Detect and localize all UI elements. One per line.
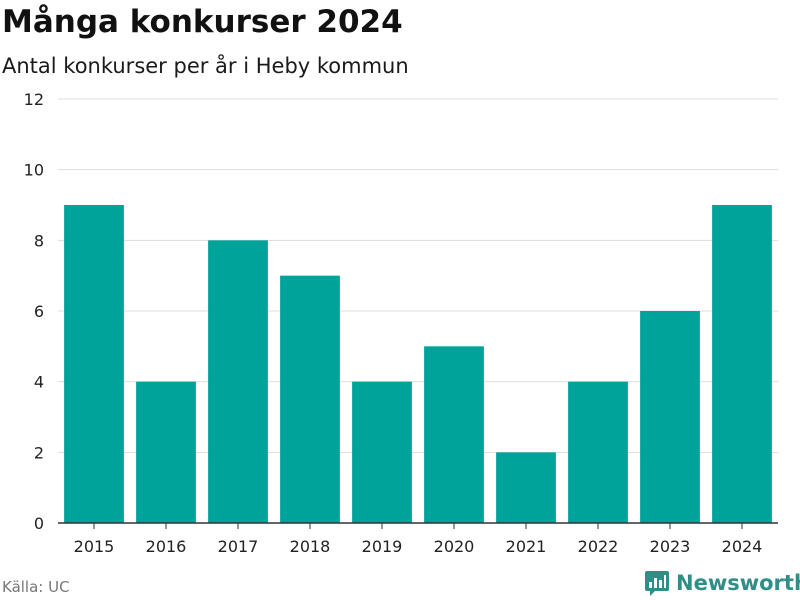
x-tick-label: 2024 (722, 537, 763, 556)
brand-logo: Newsworthy (644, 569, 800, 597)
bar (496, 452, 556, 523)
x-tick-label: 2020 (434, 537, 475, 556)
bar (712, 205, 772, 523)
x-tick-label: 2023 (650, 537, 691, 556)
y-tick-label: 6 (34, 302, 44, 321)
bar (424, 346, 484, 523)
x-tick-label: 2015 (74, 537, 115, 556)
y-tick-label: 8 (34, 231, 44, 250)
source-note: Källa: UC (2, 578, 70, 596)
x-tick-label: 2017 (218, 537, 259, 556)
bar (568, 381, 628, 523)
bar (352, 381, 412, 523)
bar (136, 381, 196, 523)
x-tick-label: 2022 (578, 537, 619, 556)
bar (640, 311, 700, 523)
brand-name: Newsworthy (676, 571, 800, 595)
y-tick-label: 4 (34, 373, 44, 392)
x-tick-label: 2018 (290, 537, 331, 556)
chart-subtitle: Antal konkurser per år i Heby kommun (2, 54, 409, 78)
y-tick-label: 0 (34, 514, 44, 533)
bar (64, 205, 124, 523)
x-tick-label: 2019 (362, 537, 403, 556)
x-tick-label: 2016 (146, 537, 187, 556)
bar (208, 240, 268, 524)
y-tick-label: 10 (24, 161, 44, 180)
x-tick-label: 2021 (506, 537, 547, 556)
axes: 0 2 4 6 8 10 12 2015 2016 2017 2018 2019 2020 2021 202… (24, 90, 778, 556)
y-tick-label: 2 (34, 443, 44, 462)
chart-title: Många konkurser 2024 (2, 4, 403, 40)
bar (280, 275, 340, 523)
bars (64, 205, 772, 524)
y-tick-label: 12 (24, 90, 44, 109)
bar-chart-logo-icon (645, 571, 669, 596)
